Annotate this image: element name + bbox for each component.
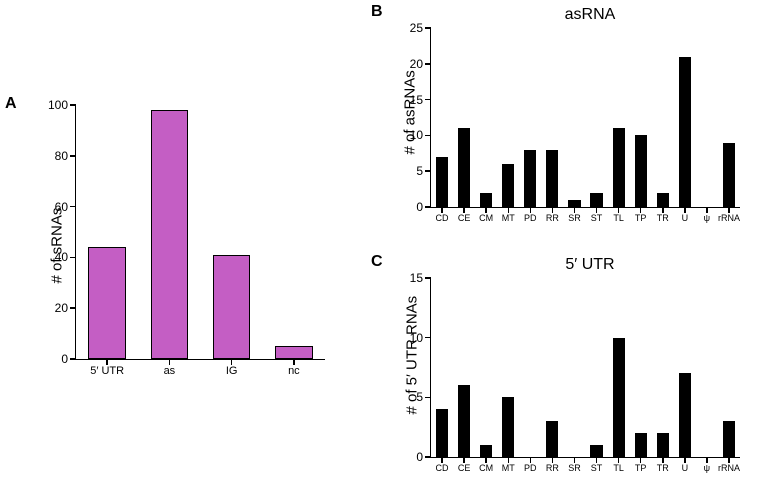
bar xyxy=(436,157,448,207)
bar xyxy=(723,143,735,207)
x-tick-label: as xyxy=(164,359,176,377)
bar xyxy=(546,150,558,207)
y-tick-label: 5 xyxy=(416,164,431,178)
x-tick-label: PD xyxy=(524,207,537,223)
x-tick-label: TL xyxy=(613,457,624,473)
x-tick-label: rRNA xyxy=(718,457,740,473)
y-tick-label: 25 xyxy=(410,21,431,35)
panel-a-label: A xyxy=(5,95,17,113)
bar xyxy=(480,193,492,207)
panel-a-chart: # of sRNAs 0204060801005′ UTRasIGnc xyxy=(75,105,335,360)
bar xyxy=(590,193,602,207)
x-tick-label: SR xyxy=(568,457,581,473)
x-tick-label: rRNA xyxy=(718,207,740,223)
bar xyxy=(458,128,470,207)
x-tick-label: CE xyxy=(458,207,471,223)
bar xyxy=(546,421,558,457)
x-tick-label: PD xyxy=(524,457,537,473)
y-tick-label: 20 xyxy=(410,57,431,71)
y-tick-label: 100 xyxy=(48,98,76,112)
x-tick-label: CD xyxy=(436,457,449,473)
y-tick-label: 20 xyxy=(55,301,76,315)
bar xyxy=(151,110,188,359)
y-tick-label: 40 xyxy=(55,250,76,264)
bar xyxy=(436,409,448,457)
panel-b-plot: 0510152025CDCECMMTPDRRSRSTTLTPTRUψrRNA xyxy=(430,28,740,208)
bar xyxy=(723,421,735,457)
x-tick-label: SR xyxy=(568,207,581,223)
bar xyxy=(524,150,536,207)
x-tick-label: ψ xyxy=(704,207,710,223)
y-tick-label: 10 xyxy=(410,331,431,345)
y-tick-label: 0 xyxy=(61,352,76,366)
bar xyxy=(613,338,625,457)
x-tick-label: IG xyxy=(226,359,238,377)
x-tick-label: CD xyxy=(436,207,449,223)
bar xyxy=(213,255,250,359)
bar xyxy=(458,385,470,457)
x-tick-label: CM xyxy=(479,457,493,473)
panel-c-plot: 051015CDCECMMTPDRRSRSTTLTPTRUψrRNA xyxy=(430,278,740,458)
panel-a-plot: 0204060801005′ UTRasIGnc xyxy=(75,105,325,360)
x-tick-label: MT xyxy=(502,207,515,223)
bar xyxy=(635,433,647,457)
x-tick-label: TR xyxy=(657,207,669,223)
bar xyxy=(679,373,691,457)
panel-b-chart: asRNA # of asRNAs 0510152025CDCECMMTPDRR… xyxy=(430,6,750,208)
x-tick-label: ψ xyxy=(704,457,710,473)
y-tick-label: 5 xyxy=(416,390,431,404)
x-tick-label: TP xyxy=(635,207,647,223)
y-tick-label: 10 xyxy=(410,128,431,142)
x-tick-label: ST xyxy=(591,457,603,473)
y-tick-label: 15 xyxy=(410,93,431,107)
x-tick-label: U xyxy=(682,207,689,223)
bar xyxy=(480,445,492,457)
x-tick-label: U xyxy=(682,457,689,473)
bar xyxy=(502,164,514,207)
x-tick-label: ST xyxy=(591,207,603,223)
bar xyxy=(590,445,602,457)
x-tick-label: CM xyxy=(479,207,493,223)
panel-c-label: C xyxy=(371,253,383,271)
x-tick-label: CE xyxy=(458,457,471,473)
panel-b-label: B xyxy=(371,3,383,21)
bar xyxy=(88,247,125,359)
x-tick-label: nc xyxy=(288,359,300,377)
x-tick-label: TR xyxy=(657,457,669,473)
bar xyxy=(657,433,669,457)
x-tick-label: RR xyxy=(546,207,559,223)
x-tick-label: TL xyxy=(613,207,624,223)
panel-c-title: 5′ UTR xyxy=(430,256,750,274)
y-tick-label: 0 xyxy=(416,450,431,464)
panel-b-title: asRNA xyxy=(430,6,750,24)
bar xyxy=(635,135,647,207)
bar xyxy=(657,193,669,207)
x-tick-label: TP xyxy=(635,457,647,473)
y-tick-label: 80 xyxy=(55,149,76,163)
y-tick-label: 15 xyxy=(410,271,431,285)
y-tick-label: 60 xyxy=(55,200,76,214)
x-tick-label: MT xyxy=(502,457,515,473)
bar xyxy=(568,200,580,207)
bar xyxy=(613,128,625,207)
bar xyxy=(502,397,514,457)
x-tick-label: RR xyxy=(546,457,559,473)
x-tick-label: 5′ UTR xyxy=(90,359,124,377)
panel-a-ylabel: # of sRNAs xyxy=(49,184,66,284)
bar xyxy=(679,57,691,207)
y-tick-label: 0 xyxy=(416,200,431,214)
bar xyxy=(275,346,312,359)
panel-c-chart: 5′ UTR # of 5′ UTR RNAs 051015CDCECMMTPD… xyxy=(430,256,750,458)
